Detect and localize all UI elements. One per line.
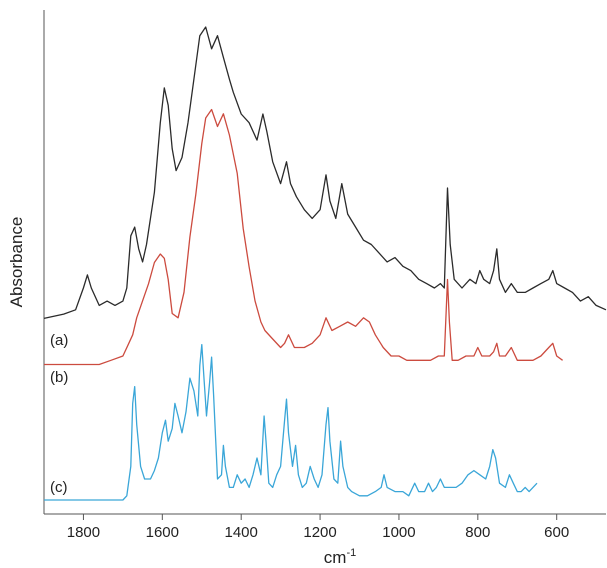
x-tick-label: 1200 (303, 524, 336, 541)
x-tick-label: 1600 (146, 524, 179, 541)
x-axis-title-superscript: -1 (346, 547, 356, 559)
series-line-1 (43, 26, 607, 320)
x-tick-label: 1800 (67, 524, 100, 541)
y-axis-title: Absorbance (7, 217, 26, 308)
x-axis-title-unit: cm (324, 548, 347, 567)
x-axis-title: cm-1 (324, 547, 356, 567)
x-tick-label: 800 (465, 524, 490, 541)
series-line-3 (44, 343, 538, 501)
series-label-1: (a) (50, 332, 68, 349)
plot-frame (43, 10, 606, 515)
x-axis-ticks: 1800 1600 1400 1200 1000 800 600 (67, 514, 569, 541)
x-tick-label: 600 (544, 524, 569, 541)
x-tick-label: 1400 (225, 524, 258, 541)
series-labels: (a) (b) (c) (50, 332, 68, 496)
series-line-2 (44, 108, 563, 366)
x-tick-label: 1000 (382, 524, 415, 541)
series-label-3: (c) (50, 479, 68, 496)
series-layer (43, 26, 607, 501)
series-label-2: (b) (50, 369, 68, 386)
